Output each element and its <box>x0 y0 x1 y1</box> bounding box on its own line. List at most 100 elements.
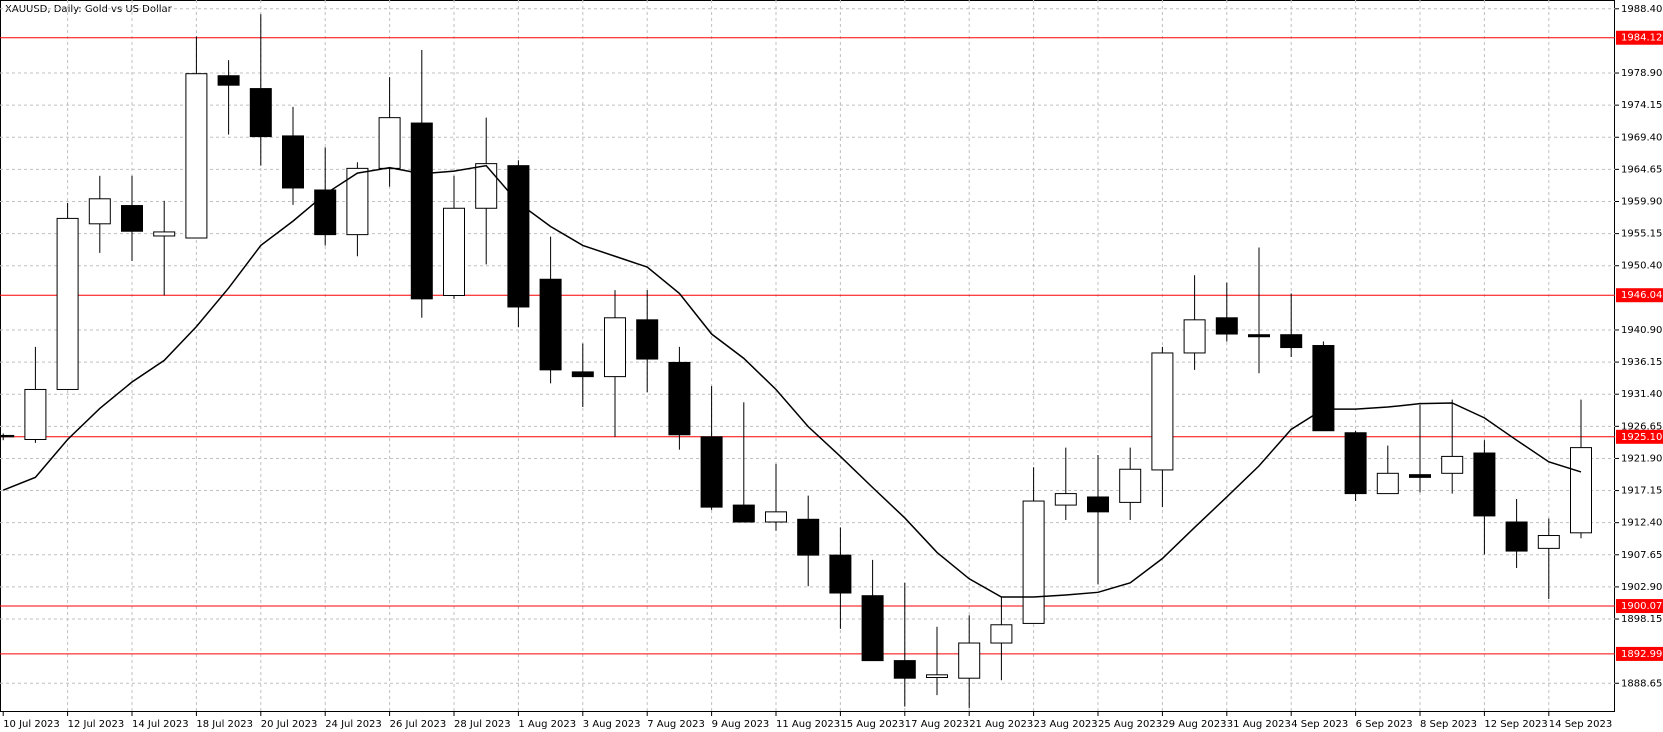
level-label-bg <box>1616 599 1663 614</box>
candle-body <box>1312 345 1335 432</box>
candle-body <box>282 135 304 189</box>
candle-body <box>893 660 916 679</box>
candle-body <box>1376 472 1399 495</box>
candle-body <box>346 167 369 236</box>
plot-frame <box>0 0 1615 712</box>
candle-body <box>1215 317 1238 335</box>
candle-body <box>539 278 562 371</box>
x-tick-label: 7 Aug 2023 <box>647 719 705 730</box>
x-tick-label: 28 Jul 2023 <box>454 719 511 730</box>
candle-body <box>378 117 401 169</box>
candle-body <box>604 317 626 378</box>
y-tick-label: 1931.40 <box>1621 389 1662 400</box>
candle-body <box>410 122 433 300</box>
candle-body <box>1151 352 1174 471</box>
y-tick-label: 1940.90 <box>1621 325 1662 336</box>
candle-body <box>958 642 981 679</box>
candle-body <box>861 595 884 662</box>
candle-body <box>56 217 79 390</box>
candle-body <box>88 198 111 225</box>
x-tick-label: 10 Jul 2023 <box>3 719 60 730</box>
x-tick-label: 17 Aug 2023 <box>905 719 969 730</box>
candle-body <box>1280 334 1303 349</box>
candle-body <box>1505 521 1528 552</box>
x-tick-label: 21 Aug 2023 <box>969 719 1033 730</box>
x-tick-label: 1 Aug 2023 <box>518 719 576 730</box>
candle-body <box>217 75 240 86</box>
y-tick-label: 1964.65 <box>1621 164 1662 175</box>
y-tick-label: 1902.90 <box>1621 582 1662 593</box>
candle-body <box>507 165 530 308</box>
level-label-bg <box>1616 30 1663 45</box>
level-label: 1892.99 <box>1621 649 1662 660</box>
candle-body <box>1441 455 1464 474</box>
candle-body <box>314 189 337 236</box>
y-tick-label: 1926.65 <box>1621 421 1662 432</box>
candle-body <box>636 319 659 360</box>
candle-body <box>1054 493 1077 506</box>
x-tick-label: 3 Aug 2023 <box>583 719 641 730</box>
y-tick-label: 1912.40 <box>1621 518 1662 529</box>
y-tick-label: 1974.15 <box>1621 100 1662 111</box>
x-tick-label: 8 Sep 2023 <box>1420 719 1477 730</box>
candle-body <box>1344 432 1367 495</box>
x-tick-label: 29 Aug 2023 <box>1162 719 1226 730</box>
x-tick-label: 31 Aug 2023 <box>1227 719 1291 730</box>
x-tick-label: 24 Jul 2023 <box>325 719 382 730</box>
candle-body <box>1087 496 1109 513</box>
y-tick-label: 1898.15 <box>1621 614 1662 625</box>
x-tick-label: 9 Aug 2023 <box>712 719 770 730</box>
x-tick-label: 4 Sep 2023 <box>1291 719 1348 730</box>
candle-body <box>24 388 47 441</box>
candle-body <box>797 518 820 556</box>
candle-body <box>700 436 723 508</box>
candle-body <box>443 207 465 296</box>
y-tick-label: 1888.65 <box>1621 678 1662 689</box>
x-tick-label: 11 Aug 2023 <box>776 719 840 730</box>
y-tick-label: 1917.15 <box>1621 486 1662 497</box>
x-tick-label: 23 Aug 2023 <box>1034 719 1098 730</box>
candle-body <box>926 674 948 679</box>
candle-body <box>668 361 691 436</box>
y-tick-label: 1921.90 <box>1621 453 1662 464</box>
candle-body <box>1183 319 1206 354</box>
level-label-bg <box>1616 646 1663 661</box>
candle-body <box>1022 500 1045 624</box>
candle-body <box>765 511 787 523</box>
x-tick-label: 6 Sep 2023 <box>1356 719 1413 730</box>
x-tick-label: 14 Jul 2023 <box>132 719 189 730</box>
candle-body <box>0 434 15 438</box>
candle-body <box>571 371 594 378</box>
x-tick-label: 26 Jul 2023 <box>390 719 447 730</box>
candle-body <box>1248 334 1270 338</box>
y-tick-label: 1988.40 <box>1621 4 1662 15</box>
x-tick-label: 18 Jul 2023 <box>196 719 253 730</box>
x-tick-label: 12 Jul 2023 <box>68 719 125 730</box>
y-tick-label: 1955.15 <box>1621 229 1662 240</box>
y-tick-label: 1978.90 <box>1621 68 1662 79</box>
candle-body <box>990 624 1013 644</box>
y-tick-label: 1907.65 <box>1621 550 1662 561</box>
x-tick-label: 15 Aug 2023 <box>840 719 904 730</box>
level-label: 1946.04 <box>1621 290 1662 301</box>
x-tick-label: 25 Aug 2023 <box>1098 719 1162 730</box>
candle-body <box>1119 468 1142 503</box>
chart-title: XAUUSD, Daily: Gold vs US Dollar <box>5 4 173 15</box>
candle-body <box>475 163 498 209</box>
level-label-bg <box>1616 288 1663 303</box>
candle-body <box>1473 452 1496 517</box>
candle-body <box>249 88 272 138</box>
candle-body <box>153 231 176 237</box>
level-label: 1900.07 <box>1621 601 1662 612</box>
candle-body <box>1409 474 1431 478</box>
level-label-bg <box>1616 429 1663 444</box>
x-tick-label: 20 Jul 2023 <box>261 719 318 730</box>
candle-body <box>732 504 755 523</box>
y-tick-label: 1959.90 <box>1621 196 1662 207</box>
y-tick-label: 1936.15 <box>1621 357 1662 368</box>
y-tick-label: 1969.40 <box>1621 132 1662 143</box>
x-tick-label: 14 Sep 2023 <box>1549 719 1612 730</box>
candle-body <box>1570 447 1592 534</box>
